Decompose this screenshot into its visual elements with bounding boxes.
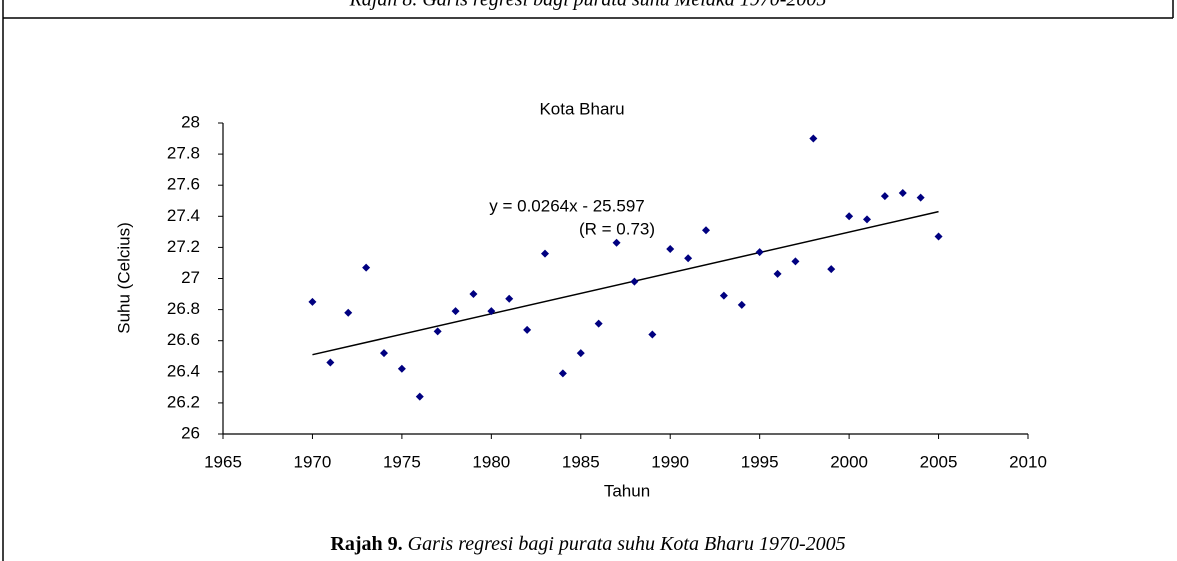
y-tick-label: 28 xyxy=(181,112,200,131)
point xyxy=(719,291,728,300)
y-axis-label: Suhu (Celcius) xyxy=(114,222,133,334)
point xyxy=(880,192,889,201)
y-tick-label: 26.6 xyxy=(167,330,200,349)
point xyxy=(487,307,496,316)
point xyxy=(773,269,782,278)
x-tick-label: 1995 xyxy=(741,452,779,471)
chart-title: Kota Bharu xyxy=(539,99,624,118)
x-tick-label: 1975 xyxy=(383,452,421,471)
y-tick-label: 27 xyxy=(181,268,200,287)
point xyxy=(666,244,675,253)
y-tick-label: 27.6 xyxy=(167,175,200,194)
y-tick-label: 27.8 xyxy=(167,144,200,163)
caption-label: Rajah 9. xyxy=(330,533,402,555)
point xyxy=(845,212,854,221)
x-tick-label: 2010 xyxy=(1009,452,1047,471)
point xyxy=(684,254,693,263)
y-tick-label: 26.8 xyxy=(167,299,200,318)
y-tick-label: 26.2 xyxy=(167,392,200,411)
point xyxy=(630,277,639,286)
point xyxy=(791,257,800,266)
point xyxy=(505,294,514,303)
point xyxy=(702,226,710,235)
point xyxy=(916,193,925,202)
point xyxy=(397,364,406,373)
point xyxy=(648,330,657,339)
trendline xyxy=(312,210,939,356)
point xyxy=(898,188,907,197)
y-tick-label: 26.4 xyxy=(167,361,200,380)
y-tick-label: 27.2 xyxy=(167,237,200,256)
point xyxy=(612,238,621,247)
point xyxy=(415,392,424,401)
caption-text: Garis regresi bagi purata suhu Kota Bhar… xyxy=(408,533,846,555)
y-tick-label: 27.4 xyxy=(167,206,200,225)
top-caption: Rajah 8. Garis regresi bagi purata suhu … xyxy=(349,0,827,11)
x-tick-label: 2005 xyxy=(920,452,958,471)
x-tick-label: 2000 xyxy=(830,452,868,471)
point xyxy=(934,232,943,241)
x-tick-label: 1990 xyxy=(651,452,689,471)
point xyxy=(755,248,764,257)
point xyxy=(523,325,532,334)
point xyxy=(380,349,388,358)
point xyxy=(344,308,353,317)
x-tick-label: 1965 xyxy=(204,452,242,471)
x-tick-label: 1980 xyxy=(472,452,510,471)
caption: Rajah 9. Garis regresi bagi purata suhu … xyxy=(330,533,845,555)
point xyxy=(326,358,335,367)
point xyxy=(451,307,460,316)
x-tick-label: 1985 xyxy=(562,452,600,471)
point xyxy=(594,319,603,328)
annotation: (R = 0.73) xyxy=(579,219,655,238)
annotation: y = 0.0264x - 25.597 xyxy=(489,196,644,215)
x-axis-label: Tahun xyxy=(604,481,650,500)
x-tick-label: 1970 xyxy=(294,452,332,471)
point xyxy=(362,263,371,272)
y-tick-label: 26 xyxy=(181,423,200,442)
point xyxy=(576,349,585,358)
point xyxy=(469,290,478,299)
point xyxy=(308,297,317,306)
point xyxy=(558,369,567,378)
point xyxy=(433,327,442,336)
point xyxy=(827,265,836,274)
point xyxy=(737,300,746,309)
point xyxy=(541,249,549,258)
point xyxy=(863,215,871,224)
point xyxy=(809,134,818,143)
